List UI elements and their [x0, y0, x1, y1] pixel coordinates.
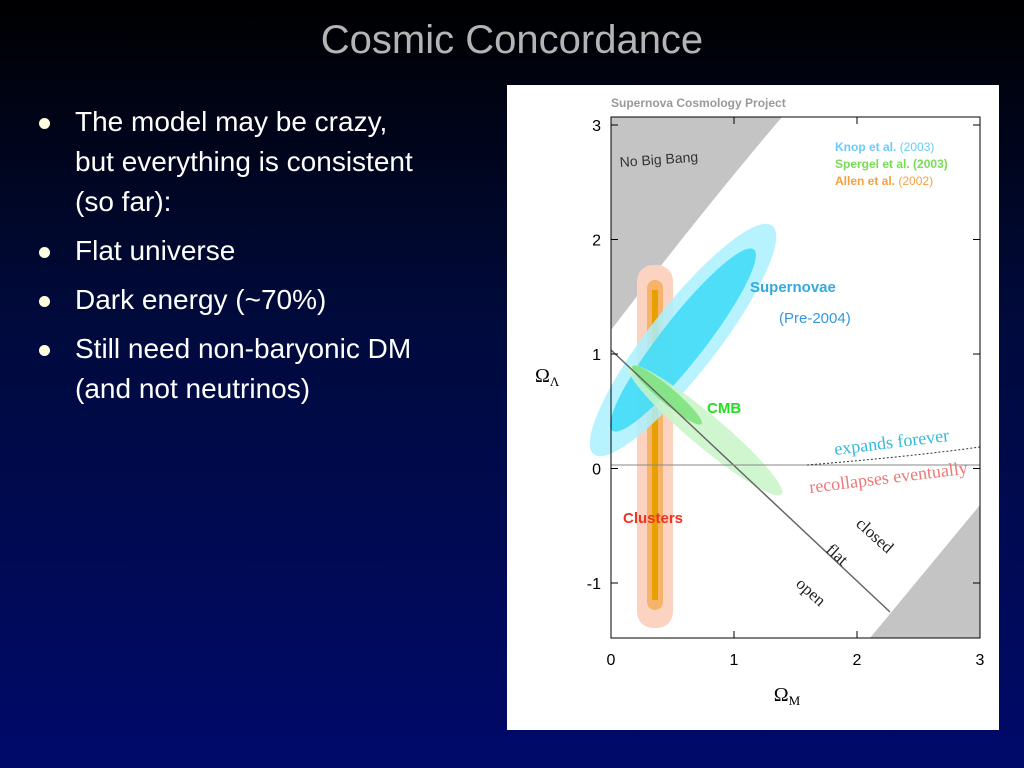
- bullet-line: Still need non-baryonic DM: [75, 333, 412, 364]
- bullet-line: (and not neutrinos): [75, 373, 311, 404]
- bullet-line: (so far):: [75, 186, 172, 217]
- loitering-region: [870, 505, 980, 638]
- x-tick-label: 1: [730, 652, 739, 669]
- figure: 0 1 2 3 3 2 1 0 -1 Supernova Cosmology Project N…: [507, 85, 999, 730]
- bullet: The model may be crazy, but everything is…: [36, 102, 413, 222]
- y-tick-label: -1: [587, 576, 601, 593]
- expand-boundary: [806, 446, 981, 466]
- bullet-line: Flat universe: [75, 235, 236, 266]
- bullet-line: Dark energy (~70%): [75, 284, 327, 315]
- supernovae-label: Supernovae: [750, 279, 836, 296]
- no-big-bang-region: [611, 117, 782, 330]
- bullet: Dark energy (~70%): [36, 280, 413, 320]
- y-tick-label: 1: [592, 347, 601, 364]
- bullet-line: The model may be crazy,: [75, 106, 388, 137]
- x-axis-label: ΩM: [774, 684, 801, 708]
- y-tick-label: 3: [592, 118, 601, 135]
- legend-entry: Spergel et al. (2003): [835, 157, 948, 171]
- figure-header: Supernova Cosmology Project: [611, 96, 786, 110]
- slide-title: Cosmic Concordance: [320, 18, 704, 62]
- cmb-inner: [632, 365, 702, 425]
- y-tick-label: 0: [592, 462, 601, 479]
- bullet: Flat universe: [36, 231, 413, 271]
- pre-label: (Pre-2004): [779, 310, 851, 327]
- legend-entry: Knop et al. (2003): [835, 140, 934, 154]
- x-tick-label: 3: [976, 652, 985, 669]
- y-axis-label: ΩΛ: [535, 365, 560, 389]
- clusters-inner: [652, 290, 658, 600]
- cmb-label: CMB: [707, 400, 741, 417]
- x-tick-label: 2: [853, 652, 862, 669]
- plot-frame: [610, 116, 981, 639]
- bullet-line: but everything is consistent: [75, 146, 413, 177]
- clusters-label: Clusters: [623, 510, 683, 527]
- legend: Knop et al. (2003) Spergel et al. (2003)…: [835, 140, 948, 188]
- legend-entry: Allen et al. (2002): [835, 174, 933, 188]
- bullet-list: The model may be crazy, but everything is…: [36, 102, 413, 418]
- no-big-bang: No Big Bang: [619, 149, 699, 170]
- y-tick-label: 2: [592, 233, 601, 250]
- x-tick-label: 0: [607, 652, 616, 669]
- ticks: 0 1 2 3 3 2 1 0 -1: [587, 117, 985, 669]
- flat-line: [610, 349, 891, 613]
- bullet: Still need non-baryonic DM (and not neutr…: [36, 329, 413, 409]
